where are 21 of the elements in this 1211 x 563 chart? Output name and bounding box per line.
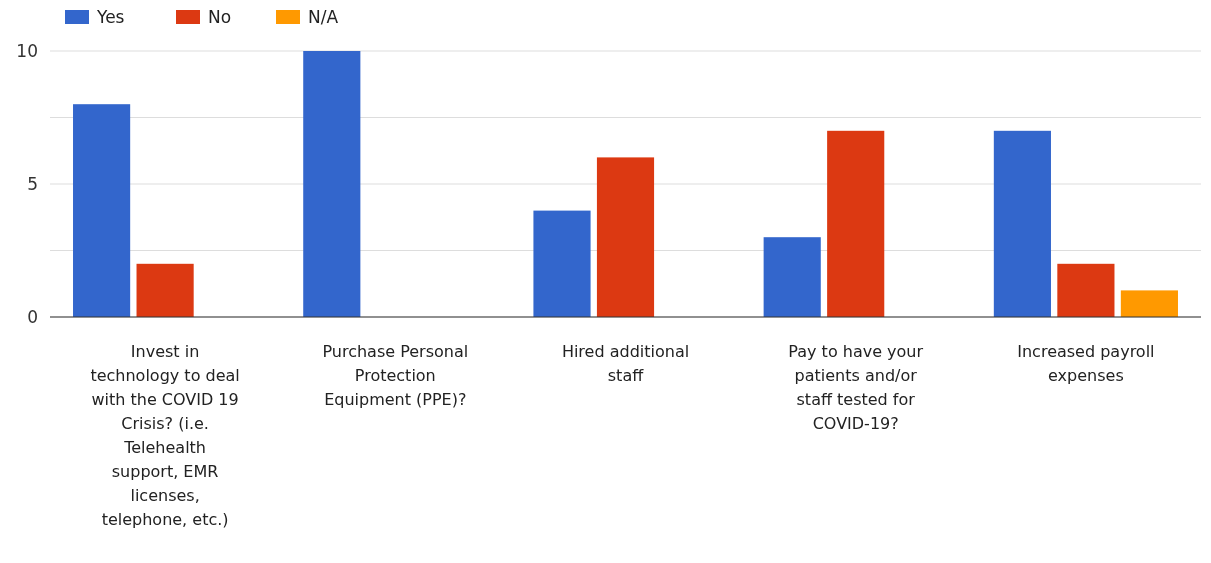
bar	[1120, 290, 1178, 317]
bar	[1057, 263, 1115, 317]
bar	[533, 210, 591, 317]
bar	[303, 51, 361, 317]
legend-label: No	[208, 7, 232, 27]
legend-label: N/A	[308, 7, 339, 27]
x-tick-label: Hired additional staff	[561, 342, 690, 385]
x-tick-label: Purchase Personal Protection Equipment (PPE)?	[322, 342, 469, 409]
bar	[596, 157, 655, 317]
bar	[993, 130, 1051, 317]
x-tick-label: Pay to have your patients and/or staff tested for COVID-19?	[788, 342, 924, 433]
x-tick-label: Invest in technology to deal with the COVID 19 Crisis? (i.e. Telehealth support, EMR licenses, telephone, etc.)	[90, 342, 240, 529]
y-tick-label: 10	[16, 41, 38, 61]
legend-label: Yes	[96, 7, 125, 27]
bar	[73, 104, 131, 317]
bar	[763, 237, 821, 317]
bar	[827, 130, 885, 317]
y-tick-label: 0	[27, 307, 38, 327]
y-tick-label: 5	[27, 174, 38, 194]
bar	[136, 263, 194, 317]
x-tick-label: Increased payroll expenses	[1017, 342, 1155, 385]
